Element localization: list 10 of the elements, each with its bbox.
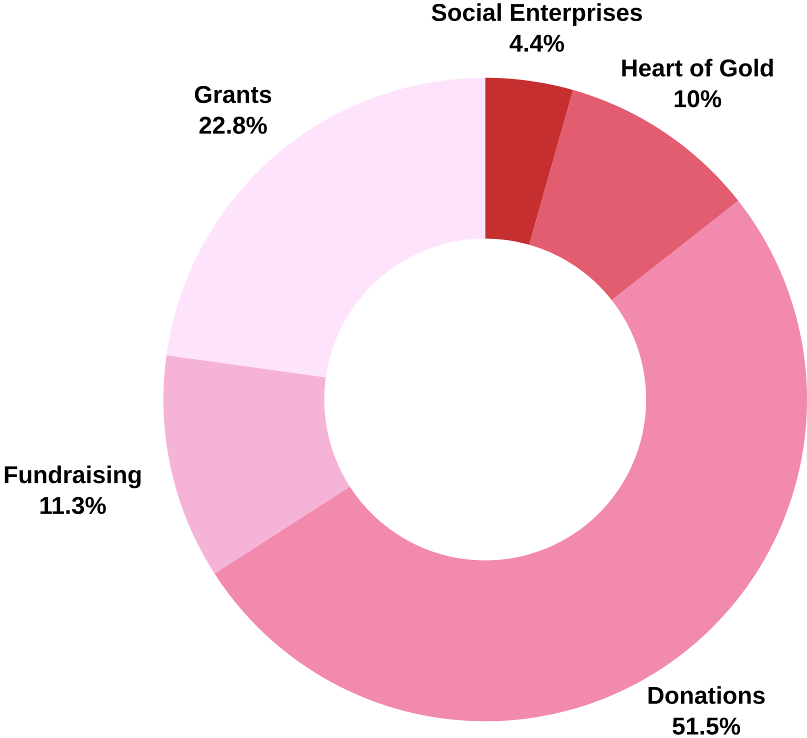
data-label: 22.8% xyxy=(199,116,267,134)
data-label: 10% xyxy=(674,90,722,108)
slice-label: Fundraising xyxy=(4,465,141,488)
data-label: 11.3% xyxy=(40,496,106,514)
slice-label: Social Enterprises xyxy=(432,3,642,26)
data-label: 51.5% xyxy=(672,718,740,735)
slice-label: Grants xyxy=(194,86,272,104)
slice-label: Donations xyxy=(648,686,765,704)
data-label: 4.4% xyxy=(510,34,564,52)
slice-label: Heart of Gold xyxy=(622,58,773,77)
